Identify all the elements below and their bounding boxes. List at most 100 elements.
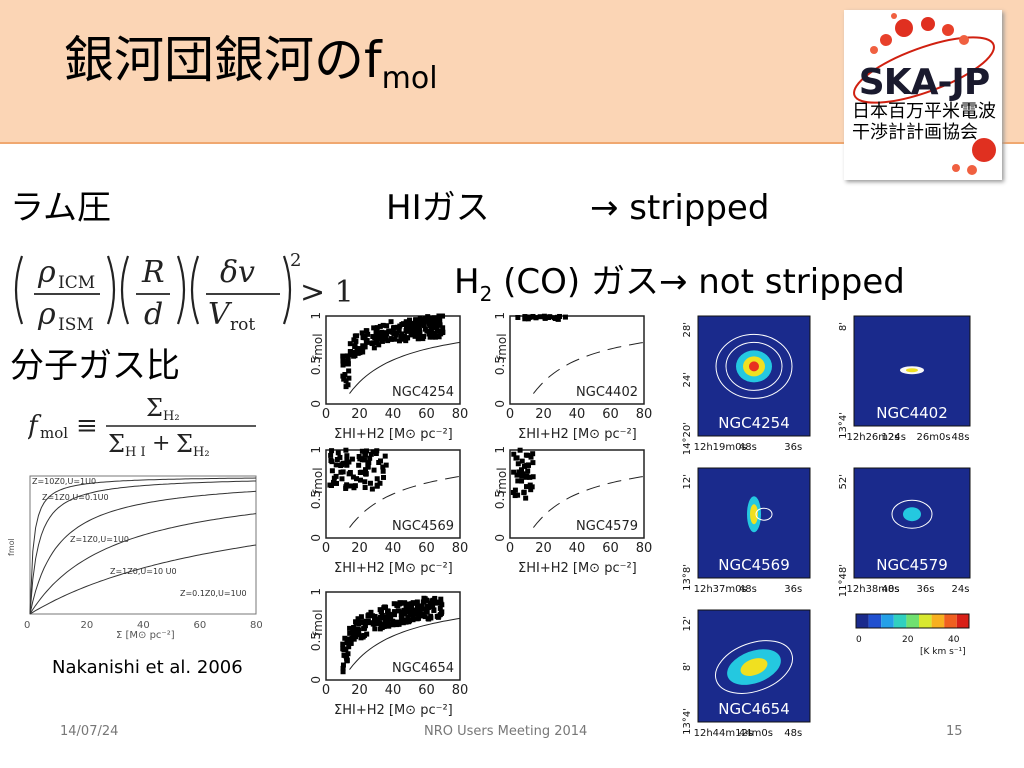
scatter-galaxy-label: NGC4569 xyxy=(392,519,454,534)
model-xlabel: Σ [M⊙ pc⁻²] xyxy=(116,630,175,641)
scatter-point xyxy=(374,476,380,482)
svg-text:H₂: H₂ xyxy=(193,445,210,460)
scatter-point xyxy=(435,600,441,606)
map-ytick: 12' xyxy=(682,474,693,489)
scatter-point xyxy=(339,476,345,482)
scatter-point xyxy=(383,330,389,336)
scatter-point xyxy=(387,328,393,334)
scatter-point xyxy=(514,472,520,478)
svg-text:+: + xyxy=(152,431,170,456)
scatter-point xyxy=(525,462,531,468)
scatter-xtick: 80 xyxy=(452,407,469,422)
scatter-point xyxy=(388,319,394,325)
model-xtick: 0 xyxy=(24,620,30,631)
scatter-point xyxy=(391,609,397,615)
scatter-point xyxy=(351,624,357,630)
scatter-point xyxy=(353,634,359,640)
scatter-galaxy-label: NGC4254 xyxy=(392,385,454,400)
scatter-point xyxy=(380,464,386,470)
scatter-point xyxy=(358,614,364,620)
scatter-point xyxy=(396,328,402,334)
scatter-point xyxy=(440,325,446,331)
map-ytick: 14°20' xyxy=(682,422,693,455)
scatter-point xyxy=(398,333,404,339)
scatter-point xyxy=(526,314,532,320)
scatter-point xyxy=(344,453,350,459)
scatter-panel-ngc4254: NGC4254 0 20 40 60 80 0 0.5 1 fmol ΣHI+H2 [M⊙ pc⁻²… xyxy=(309,312,468,442)
scatter-point xyxy=(383,462,389,468)
scatter-model-line xyxy=(349,341,461,394)
scatter-xtick: 0 xyxy=(506,407,514,422)
scatter-xtick: 80 xyxy=(452,541,469,556)
scatter-point xyxy=(370,340,376,346)
scatter-point xyxy=(344,655,350,661)
scatter-point xyxy=(388,336,394,342)
scatter-point xyxy=(403,320,409,326)
scatter-point xyxy=(360,349,366,355)
logo-dots-icon xyxy=(853,13,996,175)
scatter-point xyxy=(364,448,370,454)
scatter-point xyxy=(337,454,343,460)
map-ytick: 52' xyxy=(838,474,849,489)
scatter-point xyxy=(417,606,423,612)
scatter-point xyxy=(373,451,379,457)
scatter-point xyxy=(378,622,384,628)
scatter-point xyxy=(367,455,373,461)
scatter-point xyxy=(530,313,536,319)
scatter-point xyxy=(530,460,536,466)
scatter-panel-ngc4654: NGC4654 0 20 40 60 80 0 0.5 1 fmol ΣHI+H2 [M⊙ pc⁻²… xyxy=(309,588,468,718)
scatter-xtick: 60 xyxy=(602,407,619,422)
svg-text:Σ: Σ xyxy=(146,394,163,422)
scatter-point xyxy=(355,616,361,622)
svg-text:d: d xyxy=(144,297,163,332)
scatter-point xyxy=(329,468,335,474)
scatter-ytick: 1 xyxy=(309,446,323,454)
scatter-point xyxy=(363,467,369,473)
scatter-point xyxy=(374,448,380,454)
svg-text:Σ: Σ xyxy=(176,430,193,458)
scatter-point xyxy=(412,333,418,339)
scatter-point xyxy=(371,325,377,331)
model-chart-frame xyxy=(29,475,257,615)
scatter-point xyxy=(334,480,340,486)
logo-line-1: 日本百万平米電波 xyxy=(852,101,996,122)
scatter-point xyxy=(537,314,543,320)
scatter-point xyxy=(355,628,361,634)
scatter-point xyxy=(363,618,369,624)
map-xtick: 48s xyxy=(784,728,802,739)
scatter-point xyxy=(365,331,371,337)
ram-pressure-label: ラム圧 xyxy=(10,188,111,228)
scatter-point xyxy=(438,596,444,602)
scatter-point xyxy=(350,474,356,480)
colorbar-tick: 0 xyxy=(856,635,862,645)
scatter-point xyxy=(362,335,368,341)
map-xtick: 44m0s xyxy=(739,728,773,739)
scatter-xtick: 20 xyxy=(351,541,368,556)
scatter-xtick: 60 xyxy=(602,541,619,556)
scatter-point xyxy=(424,603,430,609)
scatter-point xyxy=(350,631,356,637)
scatter-point xyxy=(515,314,521,320)
colorbar-segment xyxy=(881,614,894,628)
model-xtick: 60 xyxy=(194,620,207,631)
svg-text:mol: mol xyxy=(40,424,68,442)
scatter-point xyxy=(400,336,406,342)
scatter-ylabel: fmol xyxy=(311,467,325,494)
scatter-point xyxy=(391,601,397,607)
model-fmol-chart: Z=10Z0,U=1U0 Z=1Z0,U=0.1U0 Z=1Z0,U=1U0 Z=1Z… xyxy=(7,475,262,641)
scatter-point xyxy=(390,329,396,335)
scatter-point xyxy=(330,479,336,485)
scatter-point xyxy=(340,469,346,475)
scatter-point xyxy=(524,484,530,490)
scatter-point xyxy=(438,600,444,606)
scatter-point xyxy=(348,350,354,356)
scatter-point xyxy=(369,486,375,492)
scatter-point xyxy=(394,619,400,625)
scatter-point xyxy=(347,341,353,347)
scatter-point xyxy=(511,469,517,475)
scatter-point xyxy=(521,490,527,496)
scatter-point xyxy=(353,338,359,344)
scatter-point xyxy=(344,462,350,468)
